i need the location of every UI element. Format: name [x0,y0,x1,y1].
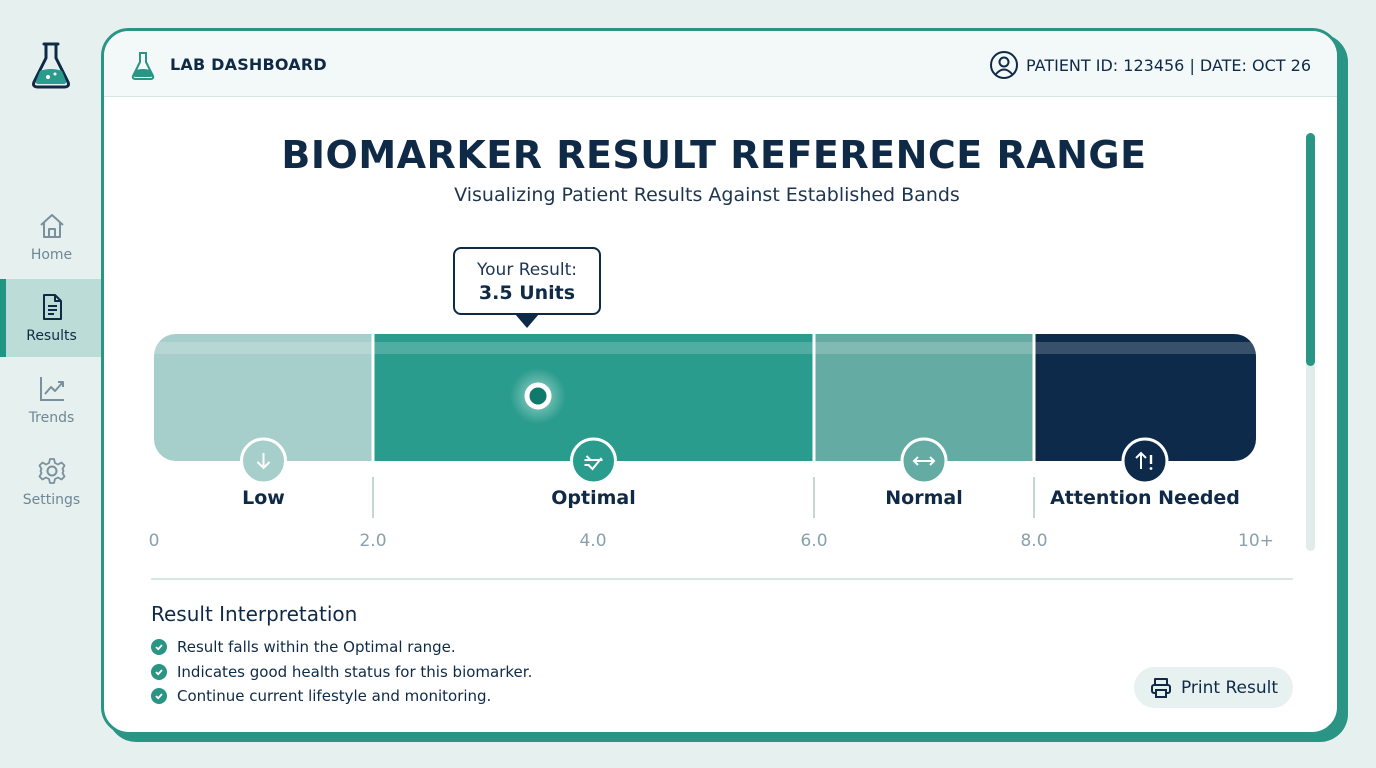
band-label: Normal [885,487,963,509]
sidebar-item-label: Home [30,247,73,263]
tick-label: 6.0 [800,531,828,551]
check-circle-icon [151,663,167,680]
flask-icon [131,52,155,80]
band-label: Attention Needed [1050,487,1240,509]
list-item-text: Continue current lifestyle and monitorin… [177,687,492,706]
check-balance-icon [570,437,617,485]
sidebar-item-label: Settings [22,492,81,508]
list-item-text: Result falls within the Optimal range. [177,638,456,657]
tick-label: 2.0 [359,531,387,551]
tick-label: 0 [148,531,160,551]
sidebar-item-results[interactable]: Results [0,279,103,357]
band-highlight [1034,342,1256,354]
result-tooltip: Your Result: 3.5 Units [453,247,601,315]
check-circle-icon [151,639,167,656]
band-label: Low [242,487,285,509]
patient-info: PATIENT ID: 123456 | DATE: OCT 26 [1026,56,1311,75]
sidebar-item-label: Trends [28,410,75,426]
tooltip-pointer [515,314,539,328]
interpretation-title: Result Interpretation [151,602,358,626]
user-icon[interactable] [989,50,1019,80]
card-header: LAB DASHBOARD PATIENT ID: 123456 | DATE:… [104,31,1337,97]
sidebar-item-label: Results [26,328,77,344]
sidebar-item-home[interactable]: Home [0,198,103,276]
sidebar: Home Results Trends Settings [0,0,103,768]
tooltip-value: 3.5 Units [478,282,576,304]
page-subtitle: Visualizing Patient Results Against Esta… [454,184,960,206]
tick-label: 10+ [1238,531,1274,551]
result-marker [524,382,552,410]
app-title: LAB DASHBOARD [170,55,327,74]
home-icon [39,214,64,238]
trend-chart-icon [39,377,64,401]
band-label: Optimal [551,487,636,509]
gear-icon [38,458,65,484]
band-highlight [814,342,1034,354]
printer-icon [1150,677,1171,698]
tooltip-label: Your Result: [477,260,577,280]
sidebar-item-trends[interactable]: Trends [0,361,103,439]
band-highlight [373,342,814,354]
list-item-text: Indicates good health status for this bi… [177,662,533,681]
tick-label: 4.0 [579,531,607,551]
interpretation-list: Result falls within the Optimal range. I… [151,635,532,709]
arrow-up-alert-icon [1121,437,1169,485]
list-item: Indicates good health status for this bi… [151,660,532,685]
flask-icon [32,42,70,89]
print-result-button[interactable]: Print Result [1134,667,1293,708]
band-highlight [154,342,373,354]
tick-label: 8.0 [1020,531,1048,551]
scrollbar-thumb[interactable] [1306,133,1315,366]
document-icon [42,294,62,320]
arrow-down-icon [240,437,287,485]
list-item: Result falls within the Optimal range. [151,635,532,660]
section-divider [151,578,1293,580]
list-item: Continue current lifestyle and monitorin… [151,684,532,709]
print-button-label: Print Result [1180,677,1279,698]
check-circle-icon [151,688,167,705]
sidebar-item-settings[interactable]: Settings [0,443,103,521]
arrow-both-icon [900,437,948,485]
dashboard-card: LAB DASHBOARD PATIENT ID: 123456 | DATE:… [101,28,1340,735]
page-title: BIOMARKER RESULT REFERENCE RANGE [281,133,1147,177]
reference-range-gauge [154,334,1256,518]
